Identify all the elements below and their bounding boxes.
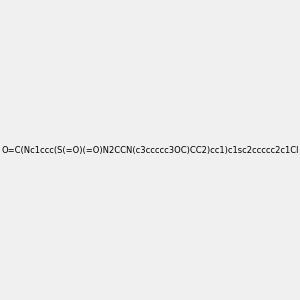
Text: O=C(Nc1ccc(S(=O)(=O)N2CCN(c3ccccc3OC)CC2)cc1)c1sc2ccccc2c1Cl: O=C(Nc1ccc(S(=O)(=O)N2CCN(c3ccccc3OC)CC2… [1, 146, 299, 154]
